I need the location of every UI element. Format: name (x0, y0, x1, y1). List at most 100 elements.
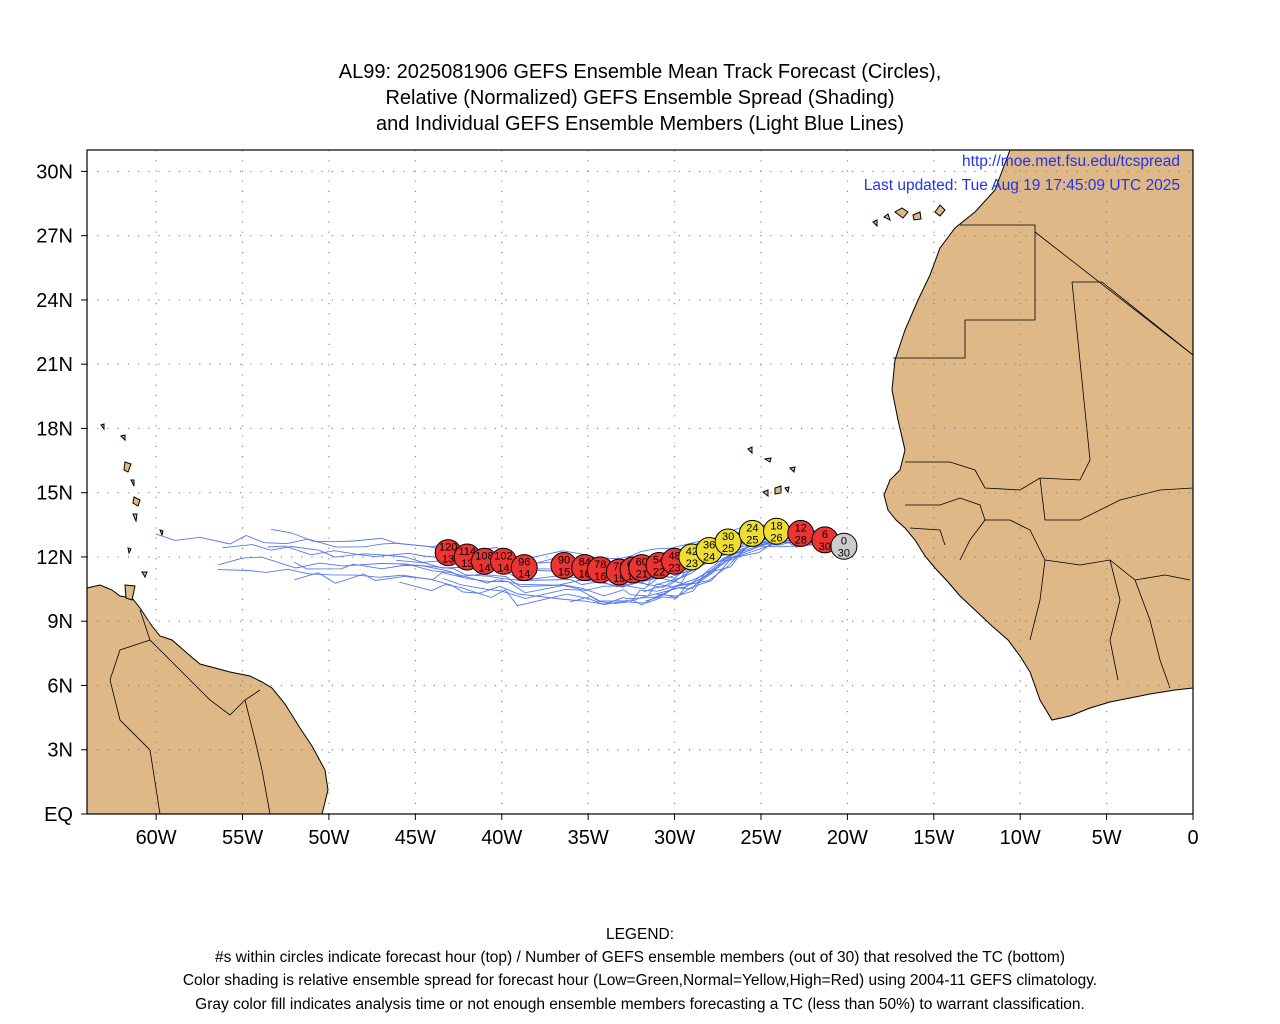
lon-tick-label: 50W (308, 827, 349, 849)
member-count-label: 25 (722, 543, 734, 555)
antilles-island (100, 423, 105, 431)
country-border (109, 639, 161, 814)
south-america-landmass (87, 584, 329, 814)
canary-island (894, 207, 909, 219)
antilles-island (159, 529, 164, 537)
cape-verde-island (747, 446, 753, 455)
cape-verde-island (784, 486, 790, 494)
country-border (1039, 477, 1193, 521)
lon-tick-label: 20W (827, 827, 868, 849)
forecast-hour-label: 18 (770, 520, 782, 532)
country-border (905, 281, 1091, 491)
lon-tick-label: 35W (568, 827, 609, 849)
lat-lon-grid (87, 150, 1193, 814)
plot-frame (86, 149, 1194, 815)
forecast-hour-label: 6 (822, 529, 828, 541)
legend-line2: Color shading is relative ensemble sprea… (182, 972, 1098, 989)
country-border (1034, 231, 1193, 356)
country-border (1109, 559, 1121, 681)
member-count-label: 23 (686, 558, 698, 570)
antilles-island (132, 496, 141, 507)
africa-landmass (883, 150, 1193, 721)
forecast-circle (830, 532, 858, 560)
map-title-line2: Relative (Normalized) GEFS Ensemble Spre… (385, 87, 895, 109)
map-title-line3: and Individual GEFS Ensemble Members (Li… (375, 113, 905, 135)
lat-tick-label: 18N (36, 418, 73, 440)
antilles-island (124, 584, 136, 601)
country-border (189, 679, 261, 716)
credit-updated: Last updated: Tue Aug 19 17:45:09 UTC 20… (863, 177, 1180, 194)
forecast-hour-label: 36 (703, 540, 715, 552)
member-count-label: 22 (653, 567, 665, 579)
antilles-island (130, 479, 135, 487)
forecast-hour-label: 12 (795, 522, 807, 534)
forecast-hour-label: 0 (841, 535, 847, 547)
antilles-island (141, 571, 148, 579)
lat-tick-label: 12N (36, 547, 73, 569)
lon-tick-label: 25W (740, 827, 781, 849)
member-count-label: 14 (497, 562, 509, 574)
forecast-hour-label: 96 (518, 557, 530, 569)
country-border (139, 609, 191, 681)
lat-tick-label: 27N (36, 226, 73, 248)
antilles-island (123, 461, 132, 473)
forecast-hour-label: 120 (439, 542, 457, 554)
cape-verde-island (788, 466, 796, 474)
lon-tick-label: 30W (654, 827, 695, 849)
lat-tick-label: 6N (47, 675, 73, 697)
forecast-hour-label: 60 (636, 557, 648, 569)
forecast-hour-label: 78 (594, 559, 606, 571)
cape-verde-island (774, 485, 782, 495)
antilles-island (120, 434, 126, 442)
credit-url[interactable]: http://moe.met.fsu.edu/tcspread (962, 153, 1180, 170)
cape-verde-island (762, 489, 769, 498)
member-count-label: 15 (558, 567, 570, 579)
lat-tick-label: 30N (36, 161, 73, 183)
canary-island (912, 211, 922, 221)
member-count-label: 16 (594, 571, 606, 583)
lat-tick-label: 24N (36, 290, 73, 312)
lat-tick-label: EQ (44, 804, 73, 826)
lat-tick-label: 15N (36, 483, 73, 505)
lon-tick-label: 5W (1092, 827, 1122, 849)
member-count-label: 23 (668, 562, 680, 574)
ensemble-member-track (294, 537, 847, 605)
country-border (909, 527, 946, 546)
forecast-hour-label: 30 (722, 531, 734, 543)
map-title-line1: AL99: 2025081906 GEFS Ensemble Mean Trac… (338, 61, 942, 83)
member-count-label: 30 (838, 547, 850, 559)
forecast-hour-label: 90 (558, 555, 570, 567)
lon-tick-label: 15W (913, 827, 954, 849)
antilles-island (127, 547, 132, 555)
ensemble-member-track (293, 535, 839, 592)
lat-tick-label: 3N (47, 740, 73, 762)
forecast-hour-label: 114 (458, 546, 476, 558)
lon-tick-label: 40W (481, 827, 522, 849)
canary-island (872, 219, 878, 228)
country-border (905, 497, 986, 561)
country-border (1134, 574, 1191, 581)
lon-tick-label: 55W (222, 827, 263, 849)
member-count-label: 28 (795, 534, 807, 546)
forecast-hour-label: 24 (746, 522, 758, 534)
canary-island (934, 204, 946, 217)
forecast-circle (510, 554, 538, 582)
forecast-hour-label: 48 (668, 550, 680, 562)
cape-verde-island (763, 457, 772, 463)
member-count-label: 26 (770, 532, 782, 544)
axis-ticks: EQ 3N 6N 9N 12N 15N 18N 21N 24N 27N 30N 60W 55W 50W 45… (36, 161, 1198, 849)
country-border (985, 519, 1046, 641)
forecast-hour-label: 108 (475, 550, 493, 562)
land-layer (87, 150, 1193, 814)
lon-tick-label: 60W (136, 827, 177, 849)
forecast-hour-label: 102 (494, 550, 512, 562)
member-count-label: 13 (442, 554, 454, 566)
country-border (244, 699, 271, 814)
lon-tick-label: 0 (1187, 827, 1198, 849)
country-border (893, 224, 1036, 359)
forecast-circle (714, 528, 742, 556)
antilles-island (132, 513, 138, 523)
legend-line1: #s within circles indicate forecast hour… (215, 949, 1065, 966)
